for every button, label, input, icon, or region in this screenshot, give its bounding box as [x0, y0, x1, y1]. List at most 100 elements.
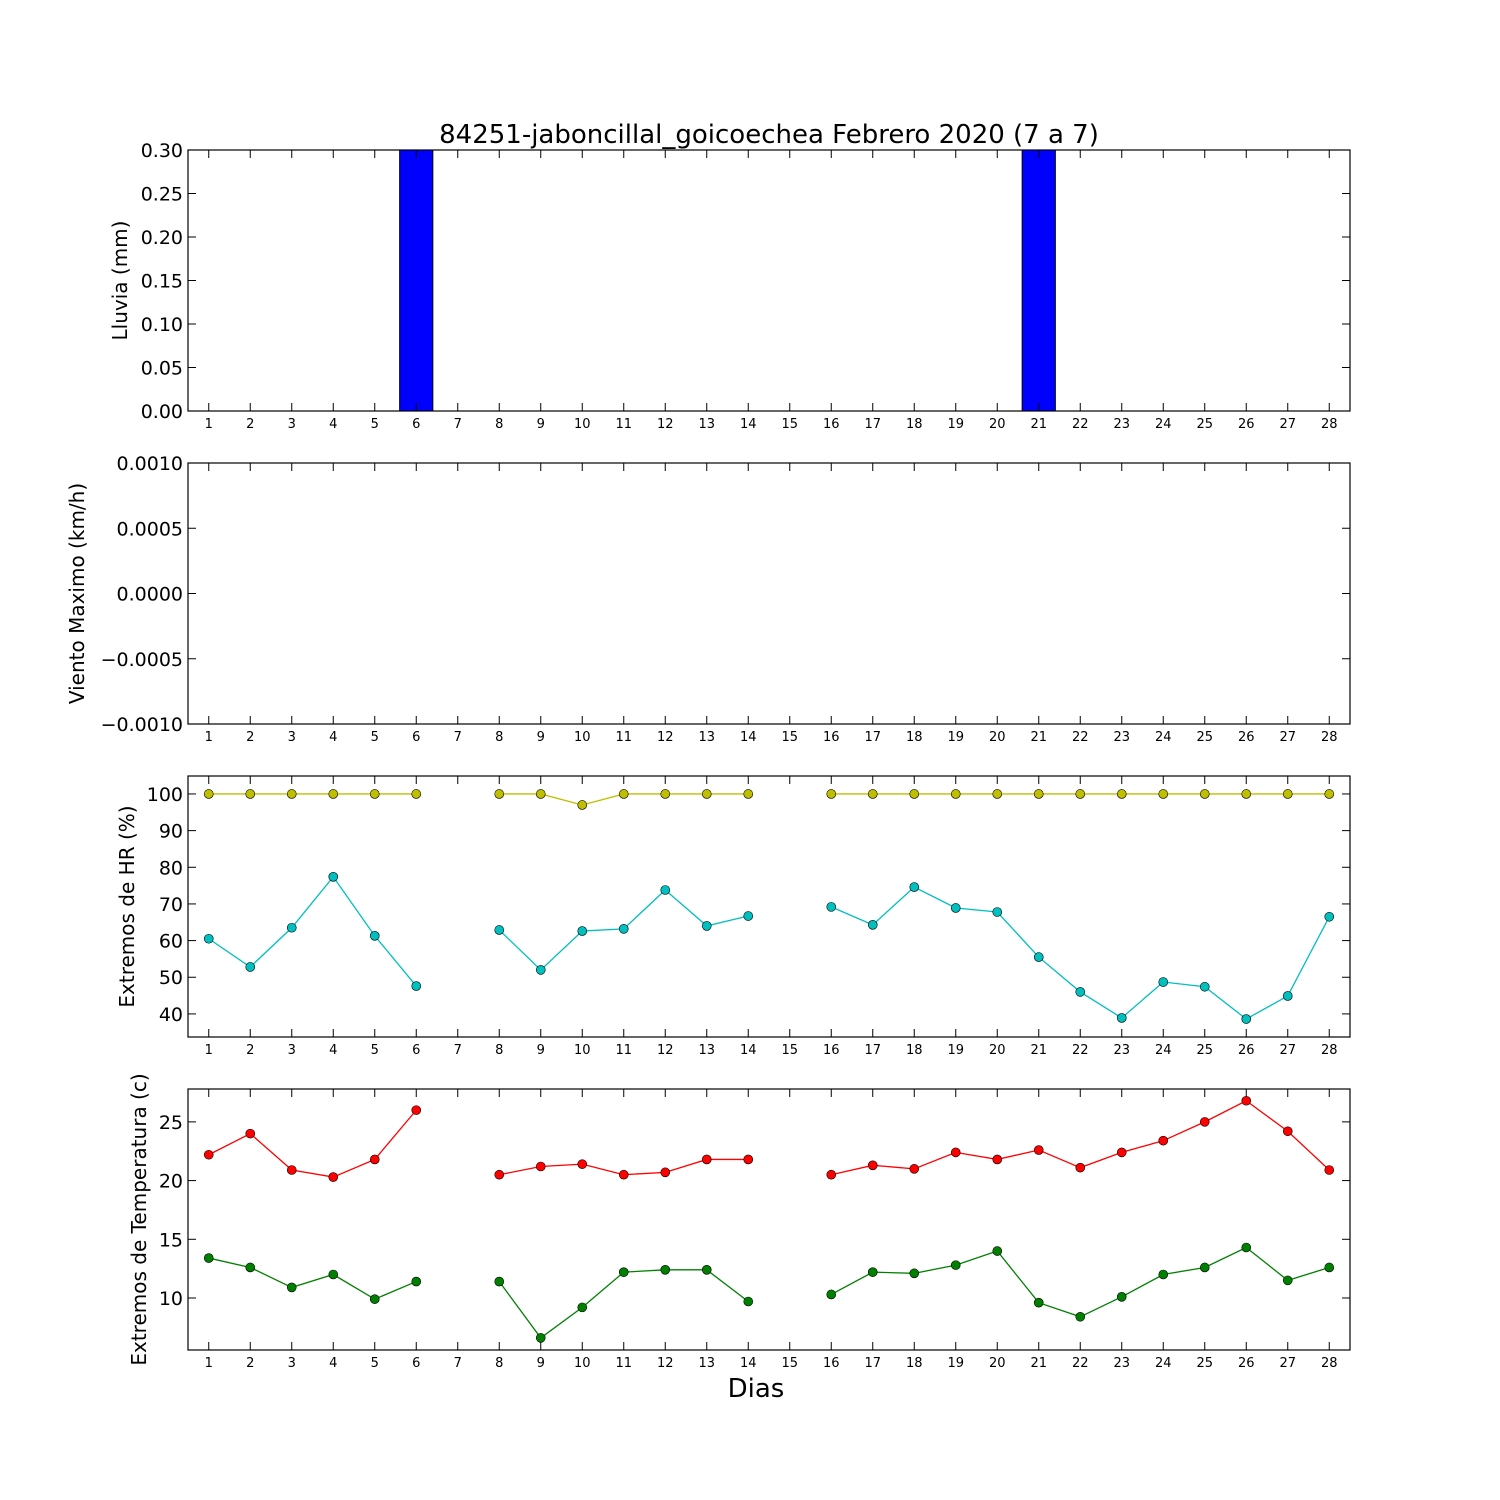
y-tick-label: 90	[159, 821, 183, 843]
series-marker	[535, 1333, 546, 1343]
x-tick-label: 3	[288, 1356, 296, 1371]
series-marker	[618, 924, 629, 934]
series-marker	[743, 789, 754, 799]
x-tick-label: 11	[615, 1356, 632, 1371]
x-tick-label: 6	[412, 417, 420, 432]
axes-frame	[187, 1088, 1351, 1351]
series-marker	[909, 1164, 920, 1174]
x-tick-label: 5	[371, 730, 379, 745]
x-tick-label: 8	[495, 730, 503, 745]
series-marker	[369, 931, 380, 941]
series-marker	[909, 789, 920, 799]
y-axis-label: Viento Maximo (km/h)	[65, 483, 89, 704]
series-marker	[203, 1253, 214, 1263]
x-tick-label: 22	[1072, 730, 1089, 745]
series-marker	[909, 882, 920, 892]
y-tick-label: 80	[159, 857, 183, 879]
series-marker	[328, 872, 339, 882]
x-tick-label: 20	[989, 1356, 1006, 1371]
x-tick-label: 13	[698, 730, 715, 745]
x-tick-label: 25	[1196, 730, 1213, 745]
x-tick-label: 13	[698, 1043, 715, 1058]
series-marker	[1324, 1165, 1335, 1175]
series-marker	[203, 789, 214, 799]
series-marker	[328, 789, 339, 799]
y-tick-label: 60	[159, 931, 183, 953]
x-tick-label: 17	[864, 1043, 881, 1058]
series-marker	[660, 885, 671, 895]
x-tick-label: 21	[1030, 730, 1047, 745]
series-marker	[1033, 952, 1044, 962]
y-tick-label: 15	[159, 1229, 183, 1251]
x-tick-label: 14	[740, 417, 757, 432]
x-tick-label: 6	[412, 1043, 420, 1058]
series-marker	[826, 789, 837, 799]
x-tick-label: 9	[537, 417, 545, 432]
series-marker	[535, 965, 546, 975]
y-tick-label: 20	[159, 1171, 183, 1193]
series-marker	[660, 1167, 671, 1178]
x-tick-label: 2	[246, 730, 254, 745]
series-marker	[950, 1147, 961, 1158]
series-marker	[203, 1149, 214, 1160]
series-marker	[950, 903, 961, 913]
series-marker	[1075, 789, 1086, 799]
x-tick-label: 15	[781, 730, 798, 745]
y-tick-label: 0.0005	[117, 518, 183, 540]
x-tick-label: 26	[1238, 1043, 1255, 1058]
x-tick-label: 28	[1321, 1356, 1338, 1371]
x-tick-label: 15	[781, 417, 798, 432]
series-marker	[950, 1260, 961, 1270]
series-marker	[494, 925, 505, 935]
x-tick-label: 18	[906, 1356, 923, 1371]
x-tick-label: 2	[246, 417, 254, 432]
x-tick-label: 23	[1113, 730, 1130, 745]
x-tick-label: 26	[1238, 1356, 1255, 1371]
x-tick-label: 13	[698, 1356, 715, 1371]
x-tick-label: 8	[495, 1043, 503, 1058]
x-tick-label: 23	[1113, 1356, 1130, 1371]
x-tick-label: 9	[537, 1356, 545, 1371]
x-tick-label: 7	[454, 417, 462, 432]
series-marker	[1033, 1145, 1044, 1155]
series-marker	[909, 1268, 920, 1279]
x-tick-label: 22	[1072, 1356, 1089, 1371]
x-tick-label: 28	[1321, 1043, 1338, 1058]
series-marker	[1116, 1292, 1127, 1302]
x-tick-label: 3	[288, 730, 296, 745]
x-tick-label: 26	[1238, 417, 1255, 432]
series-marker	[1241, 1095, 1252, 1106]
x-tick-label: 16	[823, 1043, 840, 1058]
series-marker	[286, 922, 297, 933]
x-tick-label: 17	[864, 1356, 881, 1371]
x-tick-label: 9	[537, 1043, 545, 1058]
x-tick-label: 20	[989, 730, 1006, 745]
plot-area	[188, 150, 1350, 411]
x-tick-label: 13	[698, 417, 715, 432]
x-tick-label: 14	[740, 730, 757, 745]
bar	[399, 149, 434, 412]
series-marker	[328, 1269, 339, 1280]
x-tick-label: 17	[864, 417, 881, 432]
x-tick-label: 19	[947, 1356, 964, 1371]
x-tick-label: 10	[574, 1356, 591, 1371]
series-marker	[1075, 1162, 1086, 1173]
series-marker	[743, 911, 754, 921]
y-tick-label: 0.05	[141, 358, 183, 380]
x-tick-label: 12	[657, 730, 674, 745]
y-tick-label: 0.10	[141, 314, 183, 336]
series-marker	[1199, 1117, 1210, 1127]
y-tick-label: 50	[159, 967, 183, 989]
series-marker	[743, 1296, 754, 1307]
x-tick-label: 19	[947, 1043, 964, 1058]
x-tick-label: 18	[906, 1043, 923, 1058]
bar	[1021, 149, 1056, 412]
y-tick-label: 100	[147, 784, 183, 806]
x-tick-label: 5	[371, 417, 379, 432]
series-marker	[1282, 991, 1293, 1001]
x-tick-label: 18	[906, 417, 923, 432]
series-marker	[701, 1265, 712, 1275]
series-marker	[369, 789, 380, 799]
x-tick-label: 7	[454, 730, 462, 745]
